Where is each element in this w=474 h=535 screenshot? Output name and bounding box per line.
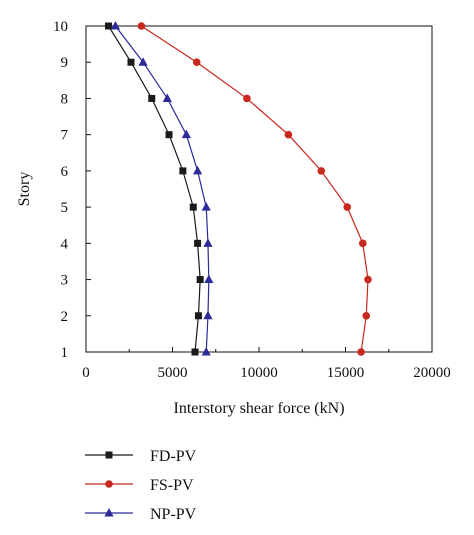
y-tick-label: 5 <box>61 200 69 216</box>
data-point <box>203 238 213 247</box>
data-point <box>165 131 173 139</box>
data-point <box>192 165 203 175</box>
data-point <box>359 239 367 248</box>
legend-item: FD-PV <box>85 448 197 465</box>
data-point <box>362 311 371 320</box>
series-line <box>107 25 201 353</box>
y-tick-label: 7 <box>61 128 69 144</box>
series-line <box>141 25 369 353</box>
data-point <box>204 274 214 284</box>
y-tick-label: 10 <box>53 19 68 35</box>
data-point <box>127 58 135 66</box>
legend-marker <box>105 451 113 459</box>
data-point <box>191 348 199 356</box>
data-point <box>364 275 372 284</box>
data-point <box>194 239 202 247</box>
x-axis-ticks: 0 5000 10000 15000 20000 <box>82 347 451 381</box>
data-point <box>194 312 202 320</box>
series-fs-pv <box>137 22 372 356</box>
y-tick-label: 6 <box>61 164 69 180</box>
legend-item: NP-PV <box>85 506 197 523</box>
data-point <box>138 57 148 66</box>
data-point <box>201 202 211 211</box>
data-point <box>148 94 156 102</box>
data-point <box>317 167 326 175</box>
y-tick-label: 3 <box>61 273 69 289</box>
data-point <box>179 167 187 175</box>
legend-label: FD-PV <box>150 448 197 465</box>
data-point <box>181 129 191 139</box>
data-point <box>189 203 197 211</box>
data-point <box>196 276 204 284</box>
data-point <box>192 58 201 67</box>
data-point <box>203 310 213 320</box>
x-axis-label: Interstory shear force (kN) <box>173 400 344 417</box>
series-np-pv <box>110 21 214 356</box>
x-tick-label: 10000 <box>240 365 278 381</box>
y-tick-label: 2 <box>61 309 69 325</box>
data-point <box>137 22 146 30</box>
data-point <box>343 203 352 211</box>
legend-label: FS-PV <box>150 477 194 494</box>
y-axis-ticks: 1 2 3 4 5 6 7 8 9 10 <box>53 19 91 361</box>
y-tick-label: 8 <box>61 91 69 107</box>
legend: FD-PV FS-PV NP-PV <box>85 448 197 523</box>
data-point <box>284 130 293 139</box>
x-tick-label: 5000 <box>158 365 188 381</box>
data-point <box>104 22 112 30</box>
x-tick-label: 15000 <box>327 365 365 381</box>
legend-marker <box>105 480 113 488</box>
y-axis-label: Story <box>16 172 33 207</box>
y-tick-label: 9 <box>61 55 69 71</box>
series-layer <box>104 21 372 356</box>
y-tick-label: 1 <box>61 345 69 361</box>
data-point <box>110 21 121 30</box>
data-point <box>162 93 172 102</box>
y-tick-label: 4 <box>61 236 69 252</box>
series-line <box>114 25 210 353</box>
x-tick-label: 0 <box>82 365 90 381</box>
legend-marker <box>104 508 114 517</box>
legend-item: FS-PV <box>85 477 194 494</box>
data-point <box>243 94 251 103</box>
x-tick-label: 20000 <box>413 365 451 381</box>
series-fd-pv <box>104 22 204 356</box>
legend-label: NP-PV <box>150 506 197 523</box>
data-point <box>201 347 211 356</box>
data-point <box>357 348 365 356</box>
